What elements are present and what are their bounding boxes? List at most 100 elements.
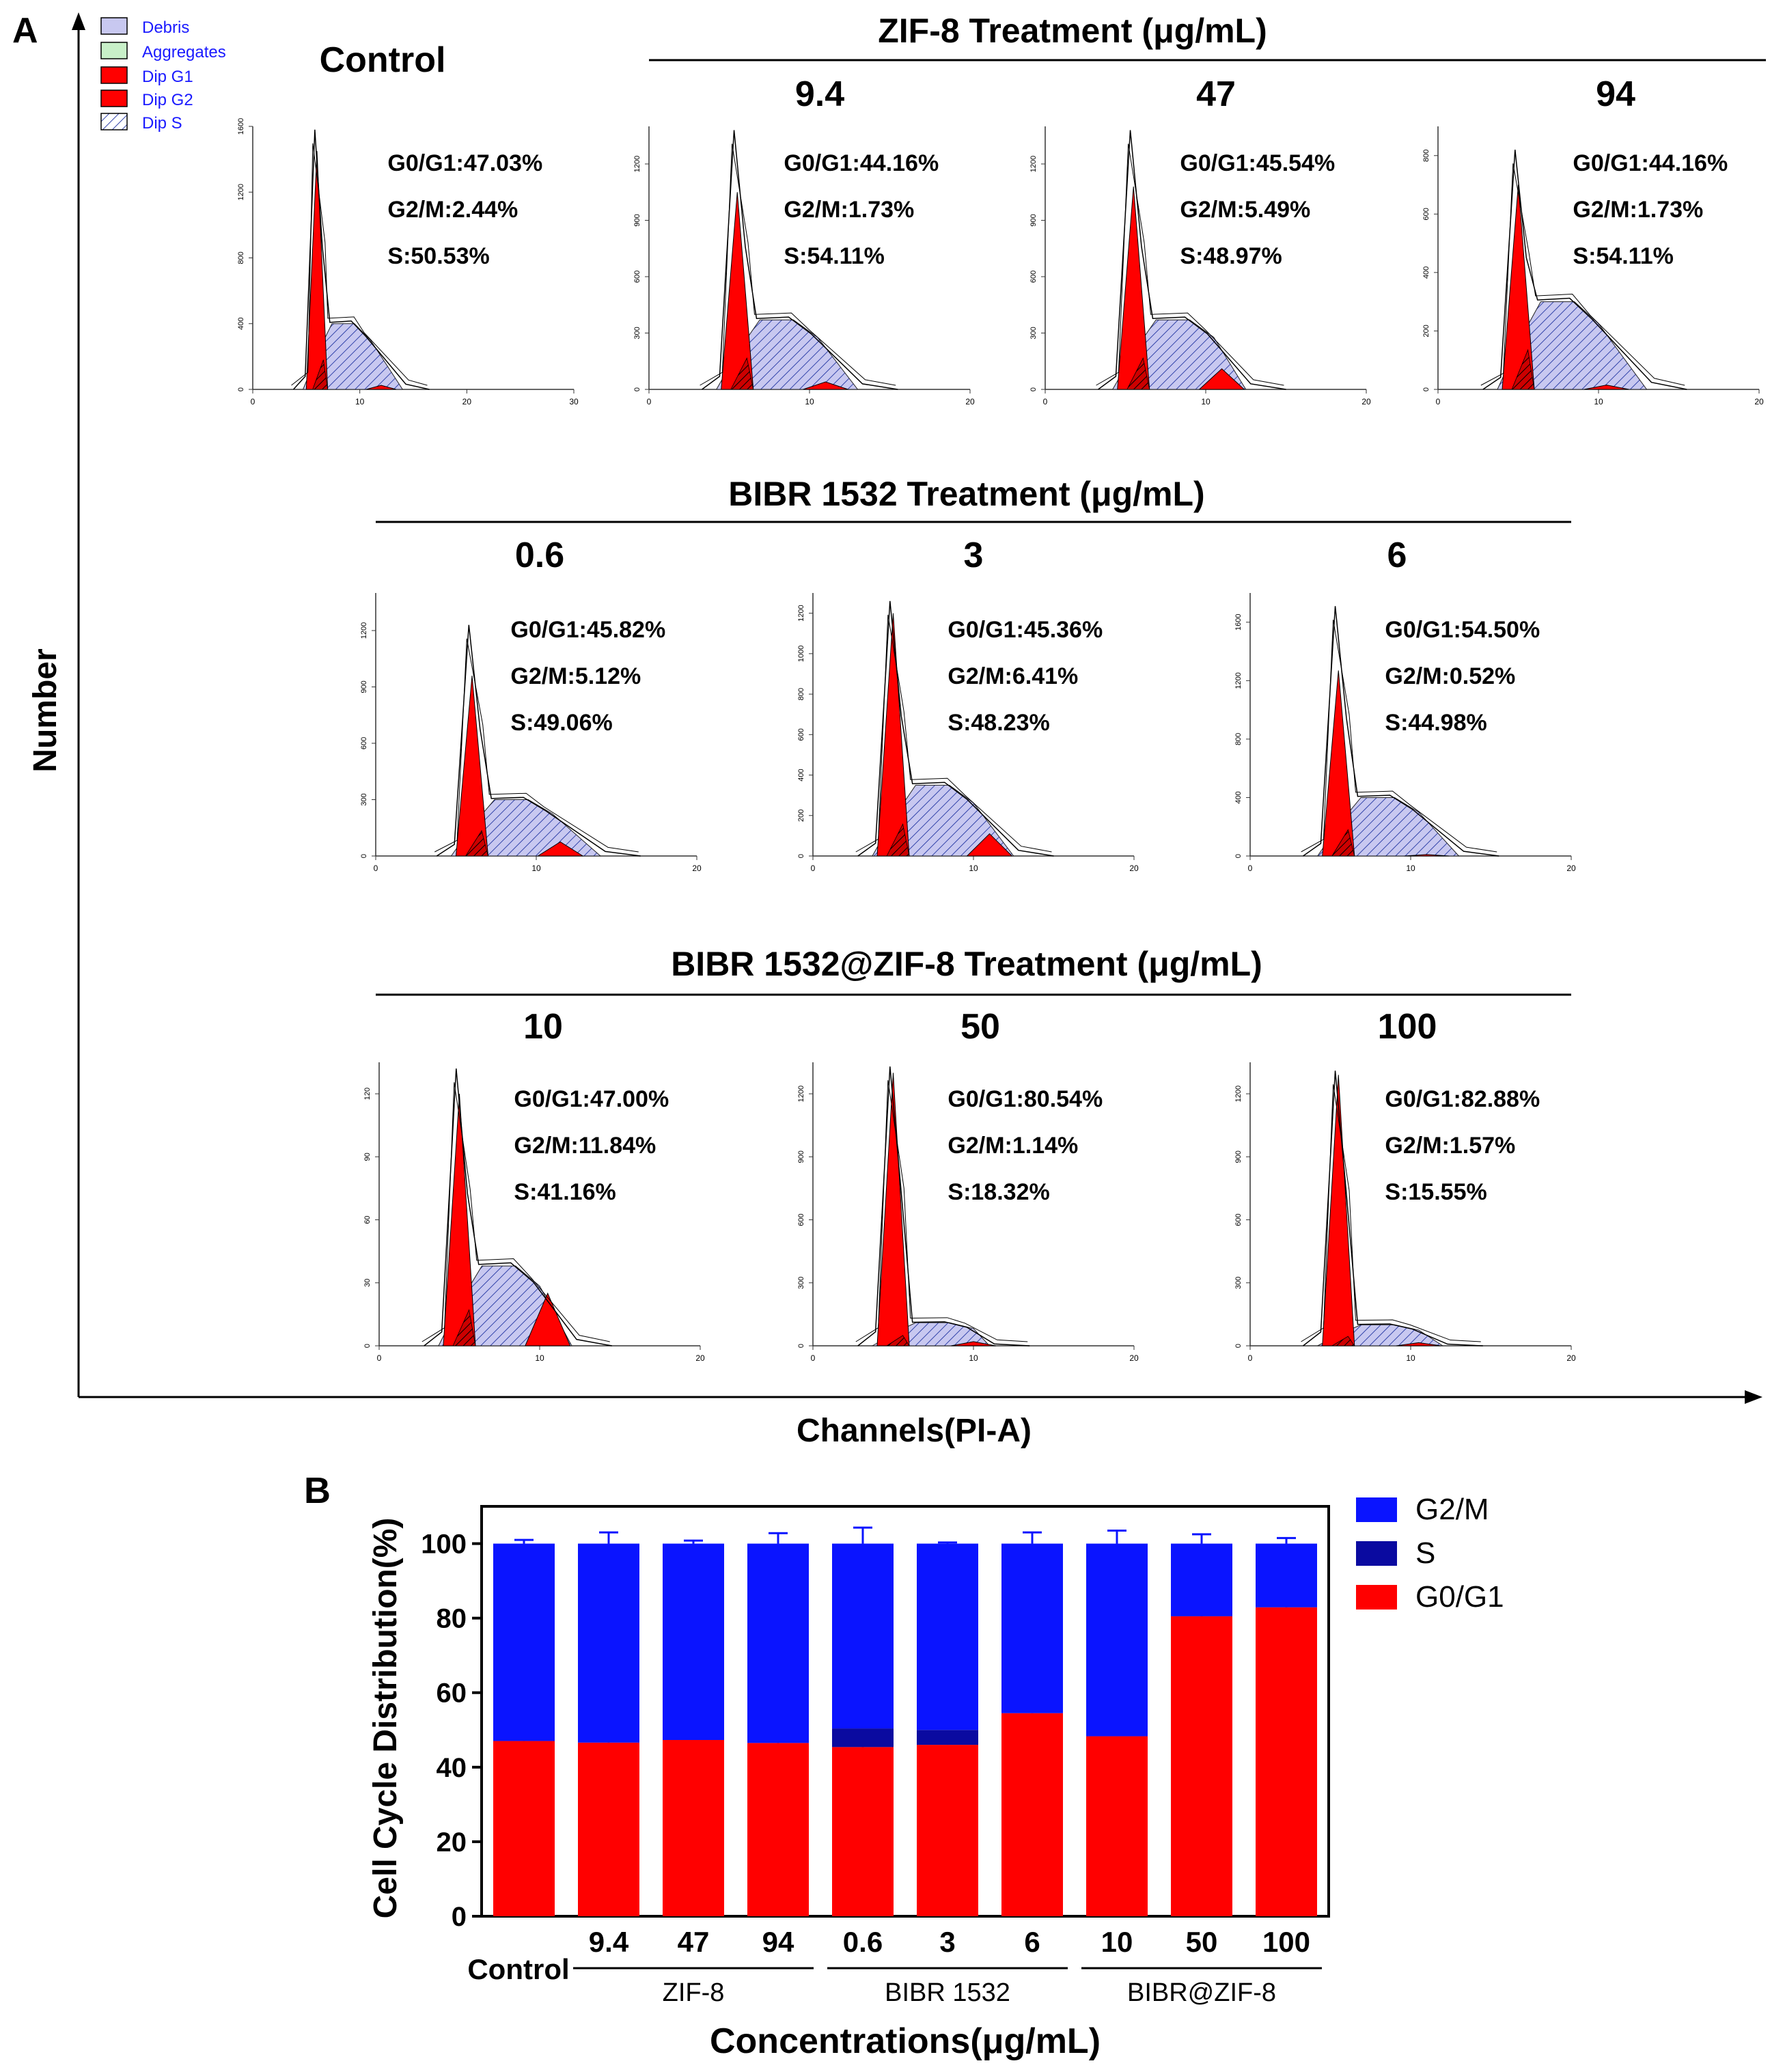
bar-segment-g0g1 — [1001, 1713, 1063, 1916]
g0g1-percentage: G0/G1:45.36% — [948, 617, 1103, 643]
legend-label-dip-g1: Dip G1 — [142, 68, 193, 86]
histogram-y-tick-label: 0 — [797, 854, 805, 858]
legend-label-aggregates: Aggregates — [142, 43, 226, 61]
histogram-envelope-secondary — [855, 1080, 1028, 1342]
legend-swatch-dip-g2 — [100, 89, 128, 107]
g2m-percentage: G2/M:5.12% — [510, 663, 641, 689]
g2-peak — [1404, 854, 1450, 857]
histogram-y-tick-label: 1200 — [1234, 1086, 1243, 1102]
histogram-y-tick-label: 1200 — [797, 1086, 805, 1102]
histogram-envelope — [436, 624, 641, 857]
x-category-label: 9.4 — [589, 1926, 629, 1958]
histogram-y-tick-label: 800 — [797, 688, 805, 700]
bar-segment-s — [832, 1728, 894, 1748]
g0g1-percentage: G0/G1:44.16% — [784, 150, 939, 176]
histogram-panel: 6 0 400 800 1200 1600 0 10 20 G0/G1:54.50% G2/M:0.… — [1234, 536, 1576, 873]
histogram-y-tick-label: 600 — [797, 1213, 805, 1226]
g2m-percentage: G2/M:11.84% — [514, 1133, 656, 1159]
histogram-x-tick-label: 0 — [1043, 397, 1048, 406]
bar-segment-g2m — [663, 1543, 724, 1740]
s-percentage: S:41.16% — [514, 1179, 616, 1205]
bar-segment-g0g1 — [747, 1743, 809, 1916]
histogram-x-tick-label: 0 — [377, 1353, 382, 1363]
histogram-x-tick-label: 0 — [811, 1353, 816, 1363]
g1-s-overlap — [885, 1335, 910, 1346]
histogram-y-tick-label: 900 — [797, 1150, 805, 1163]
g2-peak — [365, 385, 397, 390]
histogram-panel: 9.4 0 300 600 900 1200 0 10 20 G0/G1:44.16% G2/M:1… — [633, 74, 975, 406]
histogram-x-tick-label: 0 — [374, 864, 378, 873]
histogram-x-tick-label: 30 — [569, 397, 579, 406]
panel-b-bar-chart: B 0 20 40 60 80 100 Cell Cycle Distribution(%) C… — [304, 1470, 1504, 2061]
histogram-x-tick-label: 10 — [355, 397, 365, 406]
bibr-group-header: BIBR 1532 Treatment (μg/mL) — [728, 475, 1204, 513]
bar-segment-g0g1 — [1086, 1736, 1148, 1916]
histogram-x-tick-label: 0 — [1248, 864, 1253, 873]
histogram-title: 50 — [960, 1007, 1000, 1047]
legend-label-dip-g2: Dip G2 — [142, 91, 193, 109]
bar-legend: G2/M S G0/G1 — [1356, 1493, 1504, 1614]
y-tick-label: 100 — [421, 1530, 467, 1560]
group-label: BIBR@ZIF-8 — [1127, 1978, 1276, 2007]
g2m-percentage: G2/M:1.73% — [784, 197, 914, 223]
bar-segment-g0g1 — [663, 1740, 724, 1916]
histogram-x-tick-label: 20 — [1566, 1353, 1576, 1363]
histogram-x-tick-label: 10 — [969, 864, 978, 873]
s-percentage: S:48.97% — [1180, 243, 1282, 269]
histogram-y-tick-label: 0 — [1234, 1344, 1243, 1348]
plot-frame — [480, 1505, 1330, 1918]
legend-swatch — [1356, 1541, 1397, 1566]
bar-segment-g2m — [493, 1543, 555, 1741]
histogram-x-tick-label: 20 — [1566, 864, 1576, 873]
group-label: ZIF-8 — [663, 1978, 725, 2007]
histogram-y-tick-label: 1200 — [1029, 156, 1038, 172]
g2m-percentage: G2/M:6.41% — [948, 663, 1078, 689]
bar-segment-g2m — [1171, 1543, 1232, 1616]
g1-s-overlap — [1126, 357, 1150, 390]
histogram-y-tick-label: 300 — [633, 327, 641, 339]
histogram-y-tick-label: 300 — [797, 1277, 805, 1289]
histogram-x-tick-label: 20 — [1129, 864, 1139, 873]
histogram-y-tick-label: 1200 — [237, 184, 245, 200]
x-category-label: 10 — [1101, 1926, 1133, 1958]
histogram-envelope-secondary — [434, 638, 639, 853]
histogram-envelope — [1303, 606, 1499, 857]
histogram-title: 6 — [1387, 536, 1407, 575]
histogram-y-tick-label: 1000 — [797, 646, 805, 662]
histogram-panel: 3 0 200 400 600 800 1000 1200 0 10 20 G0/G1:45.36% G… — [797, 536, 1139, 873]
g1-s-overlap — [1331, 1336, 1355, 1346]
g2-peak — [536, 841, 584, 857]
histogram-panel: 0.6 0 300 600 900 1200 0 10 20 G0/G1:45.82% G2/M:5… — [360, 536, 702, 873]
y-tick-label: 20 — [437, 1827, 467, 1857]
legend-label-debris: Debris — [142, 18, 189, 37]
histogram-y-tick-label: 1200 — [1234, 672, 1243, 689]
histogram-x-tick-label: 0 — [811, 864, 816, 873]
legend-label: S — [1415, 1536, 1435, 1570]
s-percentage: S:18.32% — [948, 1179, 1049, 1205]
histogram-title: 0.6 — [515, 536, 564, 575]
g2-peak — [1584, 385, 1629, 390]
histogram-envelope-secondary — [1480, 163, 1685, 386]
histogram-y-tick-label: 600 — [1234, 1213, 1243, 1226]
histogram-y-tick-label: 1200 — [360, 622, 368, 639]
histogram-y-tick-label: 90 — [363, 1152, 372, 1161]
g0g1-percentage: G0/G1:45.82% — [510, 617, 665, 643]
bar-segment-g0g1 — [917, 1745, 978, 1916]
bar-segment-g2m — [1086, 1543, 1148, 1737]
histogram-x-tick-label: 20 — [965, 397, 975, 406]
bar-segment-s — [917, 1730, 978, 1745]
histogram-y-tick-label: 120 — [363, 1088, 372, 1100]
legend-swatch-aggregates — [100, 42, 128, 59]
g1-s-overlap — [1331, 829, 1355, 857]
histogram-envelope-secondary — [421, 1082, 610, 1342]
histogram-y-tick-label: 400 — [1422, 266, 1430, 279]
histogram-y-tick-label: 400 — [797, 769, 805, 781]
bar-segment-g2m — [1256, 1543, 1317, 1607]
legend-label-dip-s: Dip S — [142, 114, 182, 133]
histogram-y-tick-label: 0 — [633, 387, 641, 391]
histogram-title: 94 — [1596, 74, 1635, 114]
g2-peak — [951, 1341, 996, 1346]
s-percentage: S:15.55% — [1385, 1179, 1486, 1205]
